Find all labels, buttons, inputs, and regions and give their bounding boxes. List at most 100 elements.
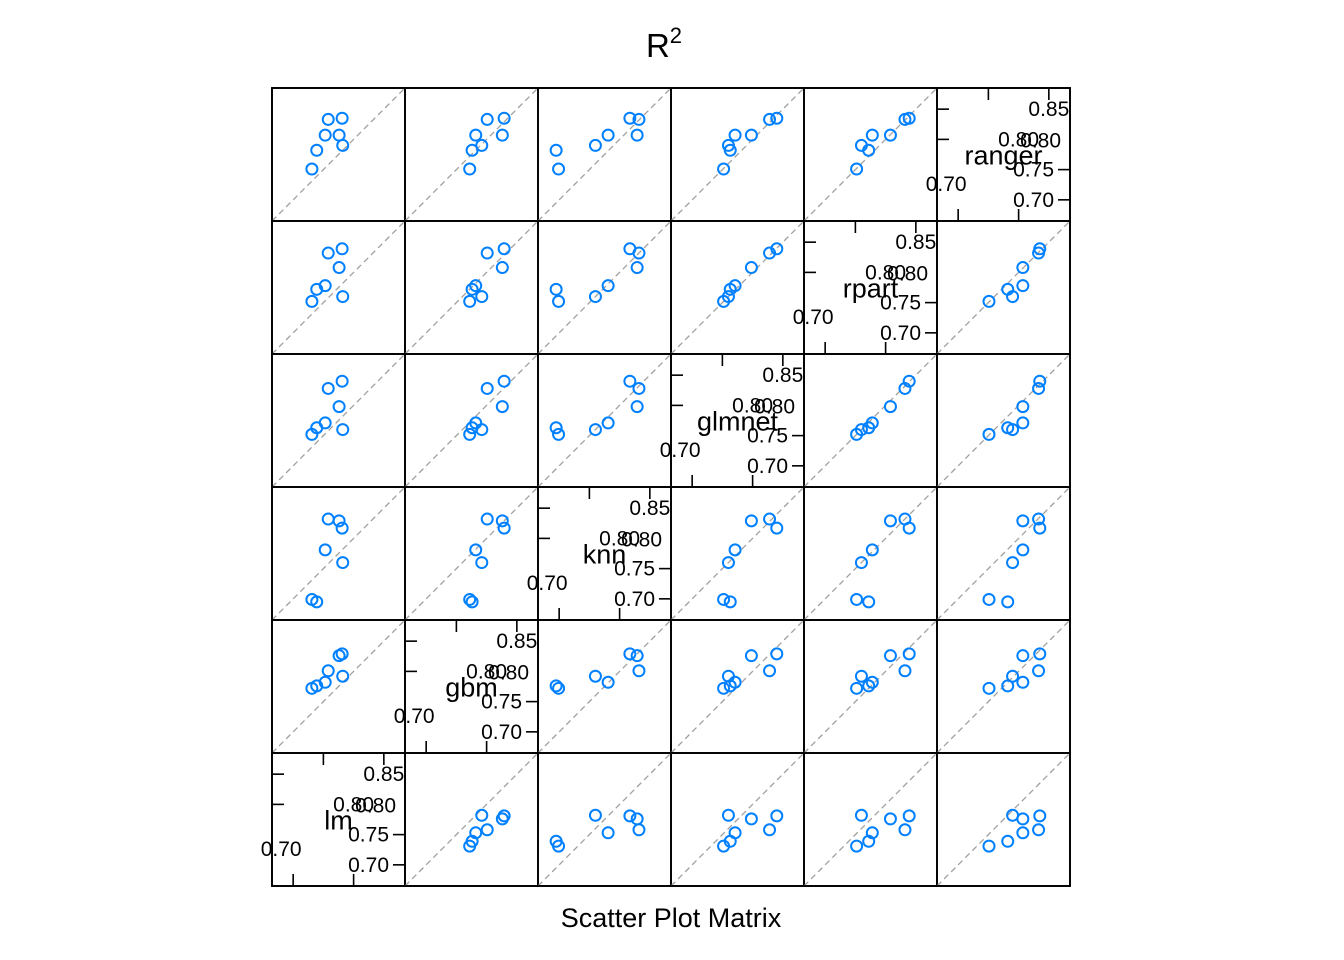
data-point [332,400,346,414]
data-point [744,514,758,528]
data-point [480,823,494,837]
reference-line [404,752,539,887]
tick-label: 0.80 [1020,129,1061,152]
data-point [763,112,777,126]
data-point [588,138,602,152]
data-point [744,649,758,663]
data-point [310,595,324,609]
tick-label: 0.75 [880,292,921,315]
tick-label: 0.80 [599,527,640,550]
chart-title-superscript: 2 [670,23,682,48]
reference-line [271,619,406,754]
data-point [321,381,335,395]
data-point [1001,834,1015,848]
data-point [717,592,731,606]
data-point [475,423,489,437]
data-point [982,592,996,606]
panel-rpart-vs-gbm [404,220,539,355]
reference-line [537,353,672,488]
variable-label-lm: lm [324,806,353,836]
data-point [497,521,511,535]
x-axis-label: Scatter Plot Matrix [561,903,782,933]
data-point [332,261,346,275]
reference-line [803,353,938,488]
data-point [1006,808,1020,822]
data-point [982,427,996,441]
tick-label: 0.80 [754,395,795,418]
data-point [497,111,511,125]
data-point [1033,242,1047,256]
reference-line [803,752,938,887]
data-point [623,242,637,256]
data-point [723,282,737,296]
data-point [469,543,483,557]
tick-label: 0.70 [481,721,522,744]
data-point [744,812,758,826]
data-point [318,128,332,142]
data-point [335,521,349,535]
reference-line [670,220,805,355]
data-point [465,595,479,609]
data-point [623,809,637,823]
data-point [630,261,644,275]
variable-label-gbm: gbm [445,673,498,703]
data-point [1006,669,1020,683]
tick-label: 0.80 [488,661,529,684]
data-point [723,834,737,848]
data-point [601,416,615,430]
data-point [305,162,319,176]
variable-label-rpart: rpart [843,274,899,304]
panel-knn-vs-glmnet [670,486,805,621]
tick-label: 0.80 [333,793,374,816]
data-point [469,279,483,293]
panel-ranger-vs-gbm [404,87,539,222]
data-point [865,543,879,557]
reference-line [271,87,406,222]
reference-line [537,87,672,222]
data-point [1016,416,1030,430]
data-point [1032,381,1046,395]
data-point [1006,423,1020,437]
tick-label: 0.80 [466,660,507,683]
panel-glmnet-vs-gbm [404,353,539,488]
variable-label-ranger: ranger [964,141,1042,171]
data-point [475,808,489,822]
panel-gbm-vs-lm [271,619,406,754]
data-point [1016,514,1030,528]
data-point [883,812,897,826]
data-point [763,664,777,678]
data-point [1016,649,1030,663]
data-point [465,834,479,848]
tick-label: 0.70 [747,455,788,478]
data-point [465,282,479,296]
panel-lm-vs-ranger [936,752,1071,887]
data-point [854,138,868,152]
panel-gbm-vs-glmnet [670,619,805,754]
data-point [623,374,637,388]
panel-gbm-vs-rpart [803,619,938,754]
data-point [721,808,735,822]
tick-label: 0.75 [747,425,788,448]
data-point [883,514,897,528]
data-point [883,649,897,663]
panel-knn-vs-rpart [803,486,938,621]
data-point [723,595,737,609]
tick-label: 0.85 [629,497,670,520]
data-point [1032,664,1046,678]
data-point [321,112,335,126]
data-point [728,543,742,557]
data-point [1033,647,1047,661]
panel-knn-vs-gbm [404,486,539,621]
data-point [854,669,868,683]
panel-lm-vs-rpart [803,752,938,887]
panel-rpart-vs-glmnet [670,220,805,355]
data-point [588,669,602,683]
data-point [850,162,864,176]
tick-label: 0.85 [363,763,404,786]
data-point [632,664,646,678]
data-point [770,647,784,661]
panel-ranger-vs-knn [537,87,672,222]
data-point [463,427,477,441]
data-point [1016,261,1030,275]
